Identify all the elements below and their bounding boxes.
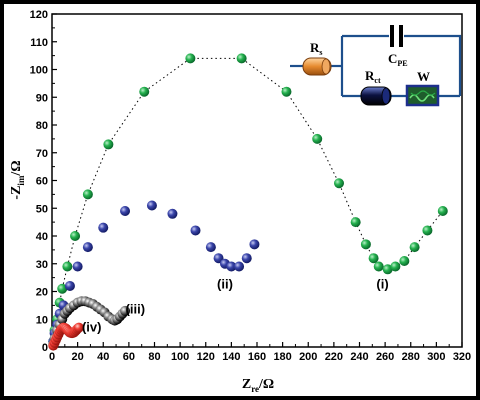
series-labels: (i) (ii) (iii) (iv) [82, 277, 389, 335]
x-tick-label: 60 [123, 351, 135, 363]
data-point [373, 261, 384, 272]
data-point [82, 189, 93, 200]
series-label: (iii) [126, 302, 146, 317]
x-tick-label: 320 [453, 351, 471, 363]
data-point [390, 261, 401, 272]
x-tick-label: 280 [402, 351, 420, 363]
y-tick-label: 80 [36, 120, 48, 132]
data-point [236, 53, 247, 64]
y-tick-label: 70 [36, 148, 48, 160]
y-axis-ticks: 0 10 20 30 40 50 60 70 80 90 100 110 120 [30, 9, 57, 354]
data-point [146, 200, 157, 211]
y-axis-title: -Zim/Ω [9, 160, 26, 199]
x-tick-label: 100 [171, 351, 189, 363]
data-point [422, 225, 433, 236]
series-4 [48, 322, 84, 351]
data-point [399, 255, 410, 266]
data-point [437, 206, 448, 217]
y-tick-label: 20 [36, 287, 48, 299]
y-tick-label: 90 [36, 92, 48, 104]
x-tick-label: 20 [72, 351, 84, 363]
data-point [167, 208, 178, 219]
data-point [241, 253, 252, 264]
data-point [120, 206, 131, 217]
rs-label: Rs [310, 40, 323, 57]
w-label: W [417, 69, 430, 84]
data-point [64, 280, 75, 291]
data-point [98, 222, 109, 233]
y-axis-title-sub: im [16, 175, 26, 186]
series-label: (ii) [217, 277, 233, 292]
data-point [382, 264, 393, 275]
data-point [62, 261, 73, 272]
data-point [185, 53, 196, 64]
x-tick-label: 140 [222, 351, 240, 363]
y-axis-title-main: -Z [9, 186, 24, 200]
data-point [360, 239, 371, 250]
data-point [120, 305, 131, 316]
x-tick-label: 0 [49, 351, 55, 363]
x-tick-label: 180 [273, 351, 291, 363]
y-tick-label: 110 [30, 37, 48, 49]
x-tick-label: 40 [97, 351, 109, 363]
data-point [409, 242, 420, 253]
y-tick-label: 10 [36, 314, 48, 326]
resistor-rct-symbol [360, 86, 392, 106]
x-axis-ticks: 0 20 40 60 80 100 120 140 160 180 200 220 240 260 280 3… [49, 342, 471, 363]
series-label: (i) [376, 277, 388, 292]
data-point [82, 242, 93, 253]
x-tick-label: 200 [299, 351, 317, 363]
x-tick-label: 260 [376, 351, 394, 363]
data-point [139, 86, 150, 97]
y-tick-label: 40 [36, 231, 48, 243]
capacitor-cpe-symbol [390, 25, 403, 47]
data-point [70, 231, 81, 241]
data-series [48, 53, 448, 351]
x-tick-label: 80 [148, 351, 160, 363]
warburg-element-symbol [405, 84, 440, 107]
data-point [103, 139, 114, 150]
data-point [205, 242, 216, 253]
data-point [73, 322, 84, 333]
equivalent-circuit: Rs CPE Rct W [290, 25, 462, 107]
y-axis-title-unit: /Ω [9, 160, 24, 176]
y-tick-label: 50 [36, 203, 48, 215]
data-point [334, 178, 344, 189]
data-point [226, 261, 237, 272]
data-point [249, 239, 260, 250]
data-point [190, 225, 201, 236]
x-tick-label: 240 [350, 351, 368, 363]
x-tick-label: 300 [427, 351, 445, 363]
x-axis-title: Zre/Ω [242, 377, 274, 394]
x-tick-label: 120 [197, 351, 215, 363]
x-tick-label: 160 [248, 351, 266, 363]
data-point [281, 86, 292, 97]
data-point [57, 283, 68, 294]
resistor-rs-symbol [302, 57, 332, 76]
data-point [368, 253, 379, 264]
y-tick-label: 0 [42, 342, 48, 354]
x-tick-label: 220 [325, 351, 343, 363]
x-axis-title-sub: re [251, 384, 259, 394]
data-point [312, 133, 323, 144]
data-point [350, 217, 361, 228]
data-point [72, 261, 83, 272]
data-point [234, 261, 245, 272]
x-axis-title-main: Z [242, 377, 251, 392]
y-tick-label: 120 [30, 9, 48, 21]
x-axis-title-unit: /Ω [258, 377, 274, 392]
series-2 [48, 200, 260, 347]
series-label: (iv) [82, 320, 102, 335]
y-tick-label: 60 [36, 176, 48, 188]
y-tick-label: 100 [30, 65, 48, 77]
rct-label: Rct [365, 68, 381, 85]
cpe-label: CPE [388, 51, 408, 68]
y-tick-label: 30 [36, 259, 48, 271]
